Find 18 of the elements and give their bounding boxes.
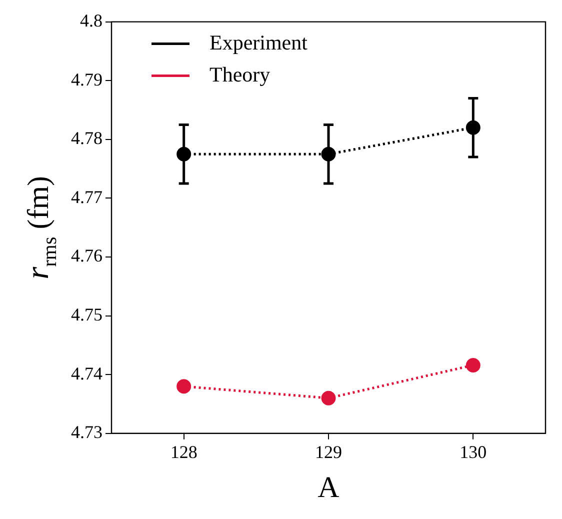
y-axis-title: rrms (fm) <box>19 176 61 280</box>
y-tick-label: 4.75 <box>71 304 102 325</box>
legend-label: Theory <box>210 62 271 86</box>
y-tick-label: 4.78 <box>71 128 102 148</box>
y-tick-label: 4.76 <box>71 246 102 266</box>
x-tick-label: 130 <box>460 442 487 462</box>
y-tick-label: 4.73 <box>71 422 102 442</box>
x-axis-title: A <box>318 470 340 504</box>
legend-label: Experiment <box>210 30 308 54</box>
point <box>321 390 336 406</box>
x-tick-label: 128 <box>170 442 198 462</box>
x-tick-label: 129 <box>315 442 342 462</box>
point <box>466 358 480 372</box>
y-tick-label: 4.79 <box>71 69 102 90</box>
y-tick-label: 4.8 <box>80 10 102 31</box>
point <box>176 379 192 394</box>
y-tick-label: 4.77 <box>71 186 102 207</box>
y-tick-label: 4.74 <box>71 363 102 384</box>
